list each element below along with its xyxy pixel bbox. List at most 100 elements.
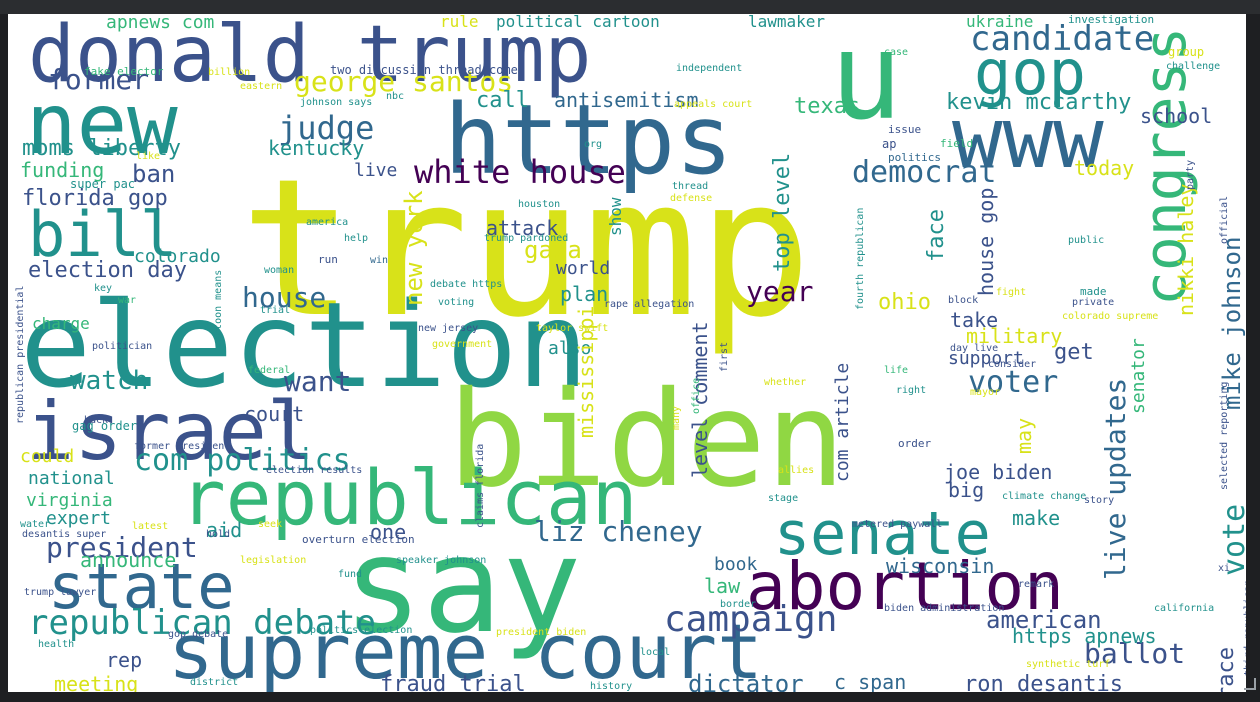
cloud-word: right: [896, 385, 927, 396]
cloud-word: politics election: [310, 625, 413, 636]
cloud-word: trial: [260, 305, 291, 316]
cloud-word: new jersey: [418, 323, 479, 334]
cloud-word: desantis super: [22, 529, 107, 540]
cloud-word: biden: [448, 363, 846, 517]
cloud-word: history: [590, 681, 633, 692]
cloud-word: fake elector: [84, 65, 164, 78]
cloud-word: ban: [132, 160, 176, 188]
cloud-word: president biden: [496, 627, 587, 638]
cloud-word: speaker johnson: [396, 555, 487, 566]
cloud-word: group: [1168, 45, 1205, 59]
cloud-word: national: [28, 468, 115, 489]
cloud-word: plan: [560, 282, 609, 306]
cloud-word: whether: [764, 377, 807, 388]
cloud-word: joe biden: [944, 460, 1053, 484]
cloud-word: book: [714, 554, 758, 575]
word-cloud: trump election biden say republican supreme c…: [8, 14, 1246, 692]
cloud-word: ukraine: [966, 14, 1034, 31]
cloud-word: rape allegation: [604, 299, 695, 310]
cloud-word: show: [606, 197, 625, 236]
cloud-word: take: [950, 308, 999, 332]
cloud-word: thread: [672, 181, 709, 192]
cloud-word: house gop: [974, 187, 998, 296]
cloud-word: former: [48, 63, 150, 96]
cloud-word: virginia: [26, 490, 113, 511]
cloud-word: colorado supreme: [1062, 311, 1159, 322]
cloud-word: court: [244, 402, 305, 426]
cloud-word: house: [242, 281, 327, 314]
cloud-word: republican debate: [28, 603, 376, 643]
cloud-word: like: [136, 151, 161, 162]
cloud-word: office: [691, 377, 702, 414]
cloud-word: political cartoon: [496, 14, 660, 31]
cloud-word: ron desantis: [964, 672, 1123, 693]
cloud-word: metered paywall: [852, 519, 943, 530]
cloud-word: selected reporting: [1219, 381, 1230, 490]
cloud-word: american: [986, 606, 1102, 634]
cloud-word: fourth republican: [855, 207, 866, 310]
cloud-word: two discussion thread come: [330, 63, 518, 77]
cloud-word: george santos: [294, 65, 514, 98]
cloud-word: make: [1012, 506, 1061, 530]
cloud-word: biden administration: [884, 603, 1005, 614]
cloud-word: block: [948, 295, 979, 306]
cloud-word: health: [38, 639, 75, 650]
cloud-word: also: [548, 338, 592, 359]
cloud-word: rep: [106, 648, 143, 672]
cloud-word: fund: [338, 569, 363, 580]
cloud-word: today: [1074, 156, 1135, 180]
cloud-word: appeals court: [674, 99, 753, 110]
cloud-word: bill: [28, 198, 178, 271]
cloud-word: order: [898, 437, 932, 450]
cloud-word: california: [1154, 603, 1215, 614]
cloud-word: supreme court: [168, 607, 763, 692]
cloud-word: private: [1072, 297, 1115, 308]
cloud-word: many: [671, 405, 682, 430]
cloud-word: ballot: [1084, 637, 1186, 670]
cloud-word: gop debate: [168, 629, 229, 640]
cloud-word: top level: [770, 152, 795, 272]
cloud-word: nbc: [386, 91, 405, 102]
cloud-word: debate https: [430, 279, 503, 290]
cloud-word: super pac: [70, 177, 136, 191]
cloud-word: allies: [778, 465, 815, 476]
cloud-word: voting: [438, 297, 475, 308]
cloud-word: expert: [46, 508, 112, 529]
cloud-word: field: [940, 137, 974, 150]
cloud-word: israel: [26, 385, 315, 478]
cloud-word: issue: [888, 123, 922, 136]
cloud-word: org: [584, 139, 603, 150]
cloud-word: america: [306, 217, 349, 228]
cloud-word: president: [46, 531, 198, 564]
cloud-word: nikki haley: [1174, 183, 1198, 316]
cloud-word: former president: [134, 441, 231, 452]
cloud-word: mississippi: [574, 305, 598, 438]
cloud-word: call: [476, 88, 529, 113]
cloud-word: military: [966, 324, 1063, 348]
cloud-word: one: [370, 520, 407, 544]
cloud-word: meeting: [54, 672, 139, 692]
cloud-word: taylor swift: [536, 323, 609, 334]
cloud-word: new: [26, 75, 178, 173]
cloud-word: aid: [206, 518, 243, 542]
cloud-word: synthetic turf: [1026, 659, 1111, 670]
cloud-word: colorado: [134, 246, 221, 267]
cloud-word: funding: [20, 158, 105, 182]
cloud-word: politics: [888, 151, 941, 164]
cloud-word: law: [704, 574, 741, 598]
cloud-word: announce: [80, 548, 177, 572]
cloud-word: overturn election: [302, 533, 415, 546]
cloud-word: day live: [950, 343, 999, 354]
cloud-word: get: [1054, 340, 1094, 365]
cloud-word: watch: [70, 366, 149, 396]
cloud-word: support: [948, 348, 1024, 369]
resize-corner-icon[interactable]: [1244, 678, 1256, 690]
cloud-word: texas: [794, 94, 861, 119]
cloud-word: world: [556, 258, 611, 279]
cloud-word: new york: [400, 190, 428, 306]
cloud-word: water: [20, 519, 51, 530]
cloud-word: liz cheney: [534, 515, 703, 548]
cloud-word: white house: [414, 153, 626, 191]
cloud-word: key: [94, 283, 113, 294]
